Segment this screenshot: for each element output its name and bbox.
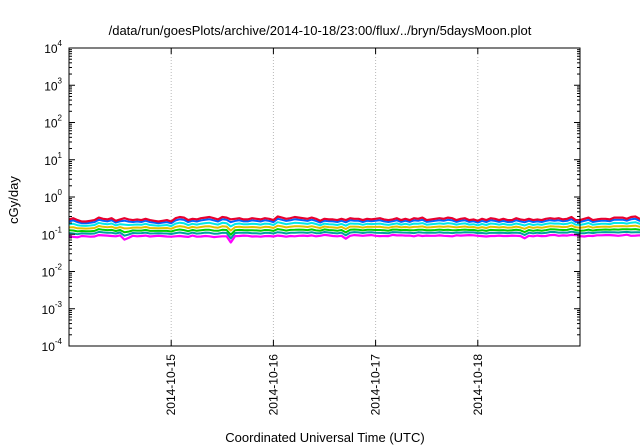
y-tick-label: 102 (44, 114, 62, 131)
band-line (68, 227, 640, 236)
x-tick-label: 2014-10-18 (471, 354, 485, 416)
y-axis: 104 103 102 101 100 10-1 10-2 10-3 10-4 (42, 39, 580, 354)
x-tick-label: 2014-10-17 (369, 354, 383, 416)
y-tick-label: 100 (44, 188, 62, 205)
x-axis: 2014-10-15 2014-10-16 2014-10-17 2014-10-18 (164, 48, 485, 415)
band-line (68, 217, 640, 225)
bands (68, 217, 640, 240)
series-layer (68, 215, 640, 244)
y-tick-label: 10-4 (42, 337, 63, 354)
band-line (68, 230, 640, 240)
x-tick-label: 2014-10-16 (266, 354, 280, 416)
x-axis-label: Coordinated Universal Time (UTC) (225, 430, 424, 445)
x-tick-label: 2014-10-15 (164, 354, 178, 416)
band-line (68, 224, 640, 232)
y-tick-label: 10-2 (42, 263, 63, 280)
series-line (68, 233, 640, 244)
y-tick-label: 10-1 (42, 225, 63, 242)
chart-title: /data/run/goesPlots/archive/2014-10-18/2… (109, 23, 532, 38)
grid (170, 48, 479, 346)
y-tick-label: 103 (44, 76, 62, 93)
y-tick-label: 104 (44, 39, 62, 56)
plot-frame (68, 47, 581, 347)
y-tick-label: 10-3 (42, 300, 63, 317)
y-axis-label: cGy/day (6, 176, 21, 224)
series-line (68, 215, 640, 223)
band-line (68, 221, 640, 228)
y-tick-label: 101 (44, 151, 62, 168)
